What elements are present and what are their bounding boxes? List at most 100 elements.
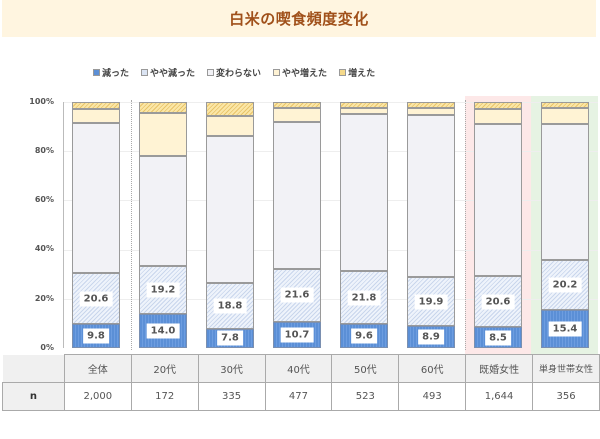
segment-slightly-increased xyxy=(206,116,254,137)
value-label: 18.8 xyxy=(213,298,247,314)
y-tick: 20% xyxy=(34,294,54,303)
segment-unchanged xyxy=(206,136,254,283)
segment-slightly-decreased: 19.2 xyxy=(139,266,187,314)
value-label: 8.5 xyxy=(485,330,511,346)
column-header: 50代 xyxy=(331,354,400,383)
segment-slightly-increased xyxy=(407,107,455,116)
table-cell: 493 xyxy=(398,382,467,411)
y-tick: 80% xyxy=(34,146,54,155)
segment-increased xyxy=(340,102,388,108)
segment-decreased: 8.9 xyxy=(407,326,455,348)
column-header: 60代 xyxy=(398,354,467,383)
value-label: 20.6 xyxy=(79,291,113,307)
segment-increased xyxy=(139,102,187,114)
segment-slightly-decreased: 20.2 xyxy=(541,260,589,311)
value-label: 21.6 xyxy=(280,287,314,303)
table-header-row: 全体 20代 30代 40代 50代 60代 既婚女性 単身世帯女性 xyxy=(2,354,600,383)
value-label: 15.4 xyxy=(548,321,582,337)
value-label: 21.8 xyxy=(347,290,381,306)
y-tick: 60% xyxy=(34,195,54,204)
segment-unchanged xyxy=(72,122,120,274)
bar-7: 15.4 20.2 xyxy=(541,102,589,348)
table-cell: 172 xyxy=(130,382,199,411)
segment-decreased: 9.8 xyxy=(72,323,120,348)
gridline xyxy=(64,250,598,251)
table-cell: 335 xyxy=(197,382,266,411)
title-bar: 白米の喫食頻度変化 xyxy=(2,0,596,37)
legend-item-unchanged: 変わらない xyxy=(207,66,261,79)
y-tick: 0% xyxy=(40,343,54,352)
segment-decreased: 7.8 xyxy=(206,328,254,348)
group-divider xyxy=(465,100,466,350)
table-cell: 356 xyxy=(532,382,600,411)
gridline xyxy=(64,200,598,201)
value-label: 14.0 xyxy=(146,323,180,339)
legend-label: やや減った xyxy=(150,69,196,79)
segment-decreased: 10.7 xyxy=(273,321,321,348)
segment-decreased: 14.0 xyxy=(139,313,187,348)
bar-6: 8.5 20.6 xyxy=(474,102,522,348)
value-label: 19.2 xyxy=(146,282,180,298)
segment-increased xyxy=(72,102,120,110)
bar-0: 9.8 20.6 xyxy=(72,102,120,348)
segment-increased xyxy=(273,102,321,108)
segment-unchanged xyxy=(541,123,589,261)
segment-increased xyxy=(206,102,254,117)
segment-slightly-decreased: 20.6 xyxy=(474,276,522,328)
bar-3: 10.7 21.6 xyxy=(273,102,321,348)
column-header: 30代 xyxy=(197,354,266,383)
column-header: 40代 xyxy=(264,354,333,383)
segment-slightly-increased xyxy=(139,113,187,157)
table-row: n 2,000 172 335 477 523 493 1,644 356 xyxy=(2,382,600,411)
value-label: 8.9 xyxy=(418,329,444,345)
value-label: 7.8 xyxy=(217,330,243,346)
legend-swatch xyxy=(273,69,281,76)
chart-title: 白米の喫食頻度変化 xyxy=(229,10,369,28)
column-header: 20代 xyxy=(130,354,199,383)
column-header: 全体 xyxy=(63,354,132,383)
legend-label: 変わらない xyxy=(216,69,262,79)
legend-item-increased: 増えた xyxy=(339,66,375,79)
bar-2: 7.8 18.8 xyxy=(206,102,254,348)
legend-item-slightly-increased: やや増えた xyxy=(273,66,327,79)
sample-size-table: 全体 20代 30代 40代 50代 60代 既婚女性 単身世帯女性 n 2,0… xyxy=(2,354,600,411)
group-divider xyxy=(131,100,132,350)
segment-slightly-increased xyxy=(474,108,522,124)
legend-swatch xyxy=(339,69,347,76)
gridline xyxy=(64,102,598,103)
segment-slightly-decreased: 19.9 xyxy=(407,277,455,327)
value-label: 9.8 xyxy=(83,328,109,344)
legend: 減った やや減った 変わらない やや増えた 増えた xyxy=(93,66,375,79)
legend-swatch xyxy=(141,69,149,76)
segment-slightly-decreased: 21.6 xyxy=(273,268,321,322)
legend-item-slightly-decreased: やや減った xyxy=(141,66,195,79)
segment-slightly-decreased: 20.6 xyxy=(72,273,120,324)
plot-area: 100% 80% 60% 40% 20% 0% 9.8 20.6 14.0 19.2 7… xyxy=(29,97,598,352)
value-label: 20.2 xyxy=(548,277,582,293)
legend-label: 減った xyxy=(102,69,130,79)
segment-slightly-decreased: 18.8 xyxy=(206,282,254,329)
value-label: 9.6 xyxy=(351,328,377,344)
segment-slightly-increased xyxy=(273,107,321,122)
legend-label: 増えた xyxy=(348,69,376,79)
segment-unchanged xyxy=(273,121,321,269)
segment-slightly-increased xyxy=(340,107,388,115)
segment-unchanged xyxy=(340,114,388,271)
segment-increased xyxy=(541,102,589,108)
legend-swatch xyxy=(93,69,100,76)
segment-decreased: 15.4 xyxy=(541,310,589,348)
value-label: 20.6 xyxy=(481,294,515,310)
legend-swatch xyxy=(207,69,215,76)
segment-decreased: 9.6 xyxy=(340,324,388,348)
segment-increased xyxy=(407,102,455,108)
table-cell: 477 xyxy=(264,382,333,411)
table-cell: 1,644 xyxy=(465,382,534,411)
bar-5: 8.9 19.9 xyxy=(407,102,455,348)
value-label: 10.7 xyxy=(280,327,314,343)
segment-unchanged xyxy=(474,123,522,277)
segment-increased xyxy=(474,102,522,109)
gridline xyxy=(64,299,598,300)
legend-label: やや増えた xyxy=(282,69,328,79)
segment-unchanged xyxy=(407,115,455,278)
table-cell: 2,000 xyxy=(63,382,132,411)
